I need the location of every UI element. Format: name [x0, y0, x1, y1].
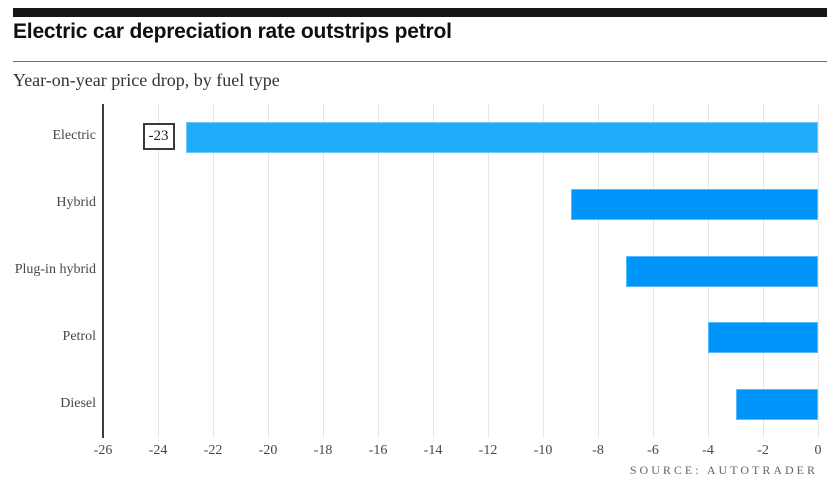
gridline-x--18	[323, 104, 324, 438]
x-tick-label: -22	[203, 443, 223, 458]
x-tick-label: -2	[757, 443, 769, 458]
x-tick-label: 0	[814, 443, 822, 458]
source-credit: SOURCE: AUTOTRADER	[629, 463, 818, 477]
x-tick-label: -16	[368, 443, 388, 458]
category-label: Petrol	[62, 328, 96, 344]
x-tick-label: -20	[258, 443, 278, 458]
gridline-x--8	[598, 104, 599, 438]
gridline-x--14	[433, 104, 434, 438]
gridline-x--12	[488, 104, 489, 438]
bar-value-label: -23	[142, 123, 175, 151]
bar-petrol	[708, 322, 818, 354]
category-label: Hybrid	[56, 195, 96, 211]
x-tick-label: -18	[313, 443, 333, 458]
bar-electric	[185, 121, 818, 153]
chart-subtitle: Year-on-year price drop, by fuel type	[13, 70, 280, 90]
gridline-x-0	[818, 104, 819, 438]
bar-diesel	[735, 389, 818, 421]
header-divider	[13, 61, 827, 62]
x-tick-label: -6	[647, 443, 659, 458]
x-tick-label: -8	[592, 443, 604, 458]
x-tick-label: -26	[93, 443, 113, 458]
gridline-x--16	[378, 104, 379, 438]
x-tick-label: -14	[423, 443, 443, 458]
top-accent-bar	[13, 8, 827, 17]
category-label: Plug-in hybrid	[14, 262, 96, 277]
x-tick-label: -4	[702, 443, 714, 458]
gridline-x--20	[268, 104, 269, 438]
x-tick-label: -24	[148, 443, 168, 458]
chart-title: Electric car depreciation rate outstrips…	[13, 20, 452, 43]
gridline-x--10	[543, 104, 544, 438]
x-tick-label: -10	[533, 443, 553, 458]
category-label: Electric	[52, 128, 96, 144]
gridline-x--22	[213, 104, 214, 438]
gridline-x--24	[158, 104, 159, 438]
category-label: Diesel	[60, 395, 96, 411]
bar-plug-in-hybrid	[625, 255, 818, 287]
bar-hybrid	[570, 188, 818, 220]
y-axis-line	[102, 104, 104, 438]
x-tick-label: -12	[478, 443, 498, 458]
